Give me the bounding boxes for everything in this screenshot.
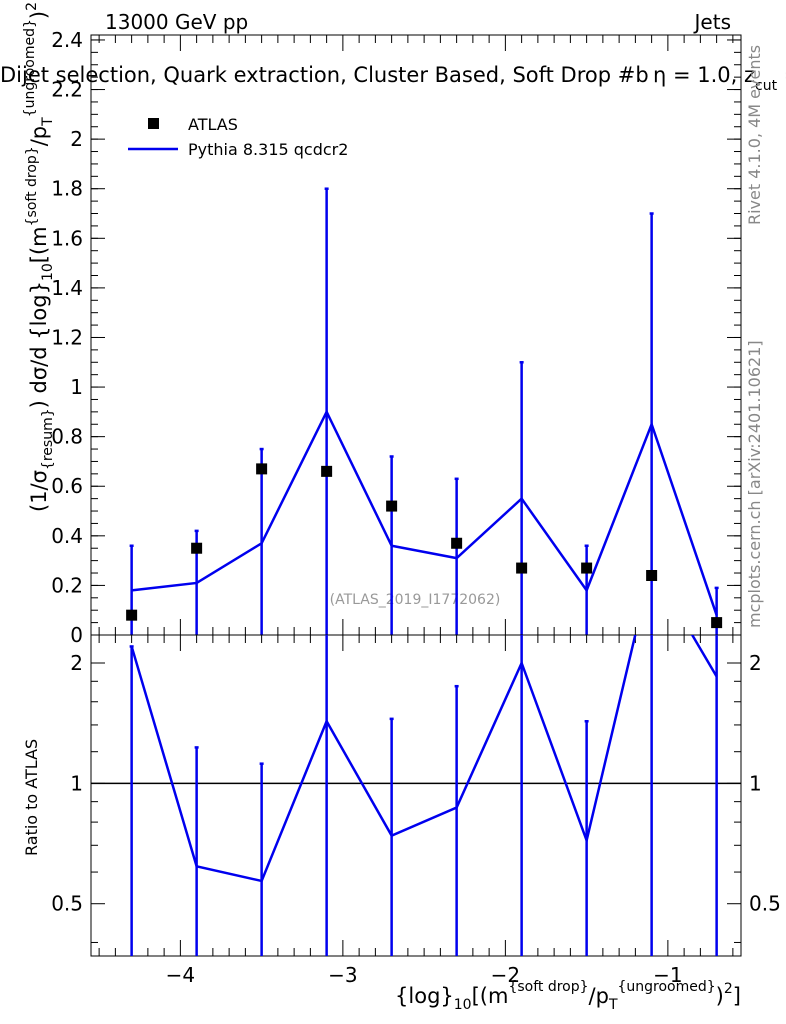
x-tick-label: −1 xyxy=(653,963,682,987)
y-tick-label-ratio-right: 1 xyxy=(749,771,762,795)
main-panel: 0 0.2 0.4 0.6 0.8 1 1.2 1.4 1.6 1.8 2 2.2 2.4 xyxy=(51,28,742,647)
atlas-data-point xyxy=(711,617,723,629)
y-tick-label-main: 0 xyxy=(70,623,83,647)
x-tick-label: −2 xyxy=(491,963,520,987)
atlas-data-point xyxy=(321,465,333,477)
process-label: Jets xyxy=(693,10,731,34)
y-tick-label-ratio: 2 xyxy=(70,651,83,675)
y-tick-label-main: 2.2 xyxy=(51,78,83,102)
atlas-data-point xyxy=(256,463,268,475)
ratio-panel: 0.5 0.5 1 1 2 2 xyxy=(51,634,781,957)
mcplots-label: mcplots.cern.ch [arXiv:2401.10621] xyxy=(745,340,764,628)
y-tick-label-main: 0.6 xyxy=(51,474,83,498)
y-tick-label-main: 1.4 xyxy=(51,276,83,300)
y-tick-label-main: 2.4 xyxy=(51,28,83,52)
legend-label-atlas: ATLAS xyxy=(188,115,238,134)
analysis-watermark: (ATLAS_2019_I1772062) xyxy=(330,592,501,608)
rivet-label: Rivet 4.1.0, 4M events xyxy=(745,45,764,225)
y-axis-label-main: (1/σ{resum}) dσ/d {log}10[(m{soft drop}/… xyxy=(22,0,56,512)
y-tick-label-ratio: 1 xyxy=(70,771,83,795)
y-tick-label-main: 1.2 xyxy=(51,325,83,349)
y-tick-label-ratio-right: 0.5 xyxy=(749,892,781,916)
x-axis: −4 −3 −2 −1 xyxy=(166,963,683,987)
y-axis-label-ratio: Ratio to ATLAS xyxy=(22,739,41,856)
pythia-line xyxy=(131,409,718,616)
y-tick-label-main: 1.6 xyxy=(51,226,83,250)
ratio-content xyxy=(129,635,718,956)
plot-title-tail: η = 1.0, zcut = xyxy=(653,63,786,94)
atlas-data-point xyxy=(516,562,528,574)
atlas-data-point xyxy=(646,569,658,581)
legend-label-pythia: Pythia 8.315 qcdcr2 xyxy=(188,140,348,159)
title-eta: η = 1.0, z xyxy=(653,63,755,87)
title-eq: = xyxy=(777,63,786,87)
ratio-frame xyxy=(90,634,742,957)
y-tick-label-main: 0.2 xyxy=(51,573,83,597)
plot-title-main: Dijet selection, Quark extraction, Clust… xyxy=(0,63,649,87)
energy-label: 13000 GeV pp xyxy=(105,10,248,34)
atlas-data-point xyxy=(451,537,463,549)
ratio-line xyxy=(130,635,718,883)
y-tick-label-main: 1.8 xyxy=(51,177,83,201)
title-zcut-sub: cut xyxy=(755,78,778,94)
x-tick-label: −3 xyxy=(328,963,357,987)
atlas-data-point xyxy=(126,609,138,621)
atlas-data-point xyxy=(191,542,203,554)
plot-title: Dijet selection, Quark extraction, Clust… xyxy=(0,63,649,87)
y-tick-label-ratio-right: 2 xyxy=(749,651,762,675)
atlas-data-point xyxy=(386,500,398,512)
y-tick-label-main: 2 xyxy=(70,127,83,151)
y-tick-label-main: 0.4 xyxy=(51,524,83,548)
y-tick-label-main: 0.8 xyxy=(51,425,83,449)
atlas-data-point xyxy=(581,562,593,574)
legend: ATLAS Pythia 8.315 qcdcr2 xyxy=(128,115,348,159)
x-tick-label: −4 xyxy=(166,963,195,987)
x-axis-label: {log}10[(m{soft drop}/pT{ungroomed})2] xyxy=(395,979,741,1013)
y-tick-label-main: 1 xyxy=(70,375,83,399)
y-tick-label-ratio: 0.5 xyxy=(51,892,83,916)
legend-marker-atlas xyxy=(148,118,159,129)
